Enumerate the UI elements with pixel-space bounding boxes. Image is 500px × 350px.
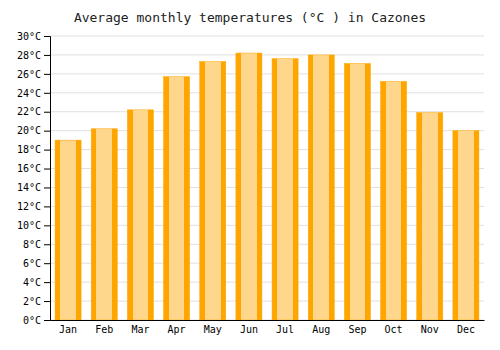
bar xyxy=(91,129,117,320)
tick-label: 18°C xyxy=(17,144,41,155)
tick-label: 28°C xyxy=(17,50,41,61)
tick-label: 20°C xyxy=(17,125,41,136)
tick-label: 4°C xyxy=(23,277,41,288)
tick-label: Jul xyxy=(276,324,294,335)
tick-mark xyxy=(44,225,50,226)
tick: 24°C xyxy=(17,88,50,99)
tick-label: 30°C xyxy=(17,31,41,42)
grid-line xyxy=(50,36,484,37)
tick-label: 0°C xyxy=(23,315,41,326)
tick-label: 12°C xyxy=(17,201,41,212)
tick-mark xyxy=(44,36,50,37)
bar xyxy=(164,77,190,320)
tick: Aug xyxy=(312,324,330,335)
grid-line xyxy=(50,92,484,93)
tick-mark xyxy=(44,150,50,151)
tick: 12°C xyxy=(17,201,50,212)
tick-label: 10°C xyxy=(17,220,41,231)
tick: Nov xyxy=(421,324,439,335)
bar xyxy=(417,113,443,320)
tick-label: May xyxy=(204,324,222,335)
tick-mark xyxy=(44,301,50,302)
grid-line xyxy=(50,54,484,55)
tick-label: Nov xyxy=(421,324,439,335)
bar xyxy=(453,131,479,320)
tick-mark xyxy=(44,244,50,245)
tick-mark xyxy=(44,169,50,170)
tick: 6°C xyxy=(23,258,50,269)
tick-label: Jun xyxy=(240,324,258,335)
tick: 8°C xyxy=(23,239,50,250)
tick-label: 24°C xyxy=(17,88,41,99)
grid xyxy=(50,36,484,320)
tick-label: Jan xyxy=(59,324,77,335)
tick-label: Dec xyxy=(457,324,475,335)
tick-mark xyxy=(44,55,50,56)
tick: 2°C xyxy=(23,296,50,307)
title: Average monthly temperatures (°C ) in Ca… xyxy=(74,10,426,25)
grid-line xyxy=(50,111,484,112)
tick-label: 16°C xyxy=(17,163,41,174)
tick-label: 8°C xyxy=(23,239,41,250)
tick: 4°C xyxy=(23,277,50,288)
bar xyxy=(272,59,298,320)
x-axis: Jan Feb Mar Apr May Jun Jul Aug Sep Oct Nov Dec xyxy=(51,321,485,336)
tick-mark xyxy=(44,263,50,264)
tick-mark xyxy=(44,112,50,113)
bar xyxy=(55,140,81,320)
tick: Dec xyxy=(457,324,475,335)
tick: 10°C xyxy=(17,220,50,231)
tick-mark xyxy=(44,206,50,207)
tick-label: Sep xyxy=(348,324,366,335)
tick-mark xyxy=(44,131,50,132)
bar xyxy=(308,55,334,320)
tick-mark xyxy=(44,74,50,75)
tick-mark xyxy=(44,187,50,188)
tick-mark xyxy=(44,282,50,283)
tick: May xyxy=(204,324,222,335)
bar xyxy=(127,110,153,320)
bar xyxy=(344,63,370,320)
tick-mark xyxy=(44,320,50,321)
bar xyxy=(200,62,226,320)
axis-line xyxy=(51,320,485,321)
tick: 22°C xyxy=(17,106,50,117)
tick-label: 14°C xyxy=(17,182,41,193)
tick: Jan xyxy=(59,324,77,335)
tick-label: Feb xyxy=(95,324,113,335)
tick: 18°C xyxy=(17,144,50,155)
tick-label: 6°C xyxy=(23,258,41,269)
tick: 28°C xyxy=(17,50,50,61)
y-axis: 0°C 2°C 4°C 6°C 8°C 10°C 12°C 14°C 16°C 18°C 20°C 2… xyxy=(17,31,51,326)
chart: 0°C 2°C 4°C 6°C 8°C 10°C 12°C 14°C 16°C 18°C 20°C 2… xyxy=(0,0,500,350)
tick: Jul xyxy=(276,324,294,335)
tick: Feb xyxy=(95,324,113,335)
tick: 14°C xyxy=(17,182,50,193)
tick: 16°C xyxy=(17,163,50,174)
tick: Oct xyxy=(385,324,403,335)
tick-label: Mar xyxy=(131,324,149,335)
tick-label: 22°C xyxy=(17,106,41,117)
tick: Mar xyxy=(131,324,149,335)
tick-label: 2°C xyxy=(23,296,41,307)
grid-line xyxy=(50,73,484,74)
tick-mark xyxy=(44,93,50,94)
tick: 20°C xyxy=(17,125,50,136)
tick-label: Oct xyxy=(385,324,403,335)
bar xyxy=(236,53,262,320)
plot-area: 0°C 2°C 4°C 6°C 8°C 10°C 12°C 14°C 16°C 18°C 20°C 2… xyxy=(17,31,485,335)
bars xyxy=(55,53,479,320)
tick-label: Aug xyxy=(312,324,330,335)
tick-label: Apr xyxy=(168,324,186,335)
tick-label: 26°C xyxy=(17,69,41,80)
tick: Apr xyxy=(168,324,186,335)
tick: 26°C xyxy=(17,69,50,80)
axis-line xyxy=(44,37,51,321)
tick: 0°C xyxy=(23,315,50,326)
tick: Sep xyxy=(348,324,366,335)
tick: 30°C xyxy=(17,31,50,42)
bar xyxy=(381,81,407,320)
tick: Jun xyxy=(240,324,258,335)
